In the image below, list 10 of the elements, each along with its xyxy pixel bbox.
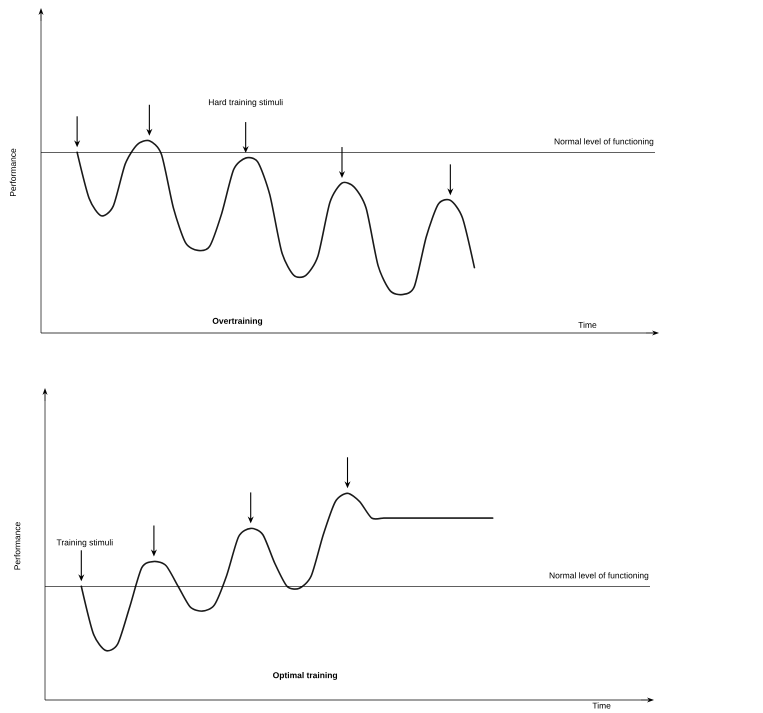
annotation: Training stimuli	[56, 539, 113, 548]
ref-line-label: Normal level of functioning	[554, 138, 654, 146]
text: Optimal training	[273, 672, 338, 680]
text: Hard training stimuli	[208, 98, 282, 107]
x-axis-title: Time	[592, 702, 610, 709]
text: Overtraining	[212, 318, 262, 326]
x-axis-title: Time	[578, 322, 596, 328]
ref-line-label: Normal level of functioning	[550, 572, 648, 580]
y-axis-title: Performance	[14, 522, 20, 570]
y-axis-title: Performance	[10, 148, 16, 196]
